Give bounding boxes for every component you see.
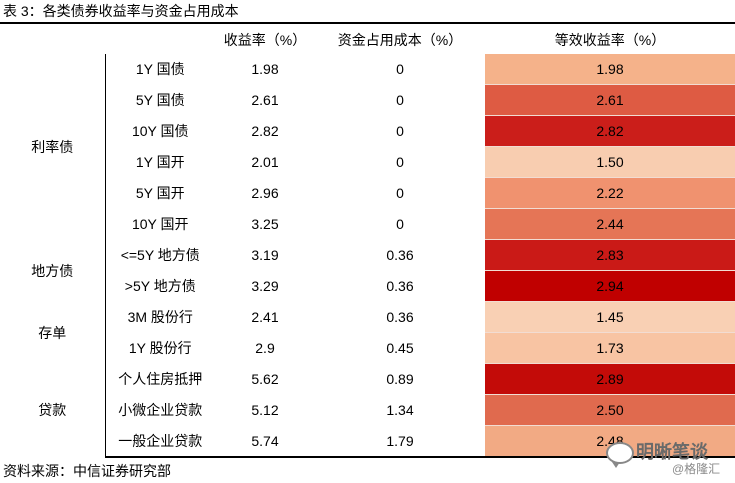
header-equiv: 等效收益率（%） xyxy=(554,32,666,48)
cost-cell: 0 xyxy=(396,123,404,139)
equiv-cell: 1.73 xyxy=(485,332,735,364)
cost-cell: 1.79 xyxy=(315,425,485,458)
category-cell: 地方债 xyxy=(0,239,106,302)
item-cell: 5Y 国开 xyxy=(135,185,185,201)
header-yield: 收益率（%） xyxy=(223,32,307,48)
yield-cell: 2.41 xyxy=(251,309,279,325)
header-cost: 资金占用成本（%） xyxy=(337,32,463,48)
yield-cell: 5.62 xyxy=(251,371,279,387)
yield-cell: 2.61 xyxy=(251,92,279,108)
yield-cell: 5.12 xyxy=(251,402,279,418)
table-row: 5Y 国开 2.96 0 2.22 xyxy=(0,177,735,209)
item-cell: >5Y 地方债 xyxy=(124,278,196,294)
bond-yield-table: 收益率（%） 资金占用成本（%） 等效收益率（%） 利率债 1Y 国债 1.98… xyxy=(0,26,735,458)
yield-cell: 3.19 xyxy=(251,247,279,263)
item-cell: 一般企业贷款 xyxy=(105,425,215,458)
equiv-cell: 1.50 xyxy=(485,146,735,178)
watermark-name: 明晰笔谈 xyxy=(636,442,708,462)
category-cell: 利率债 xyxy=(0,54,106,240)
item-cell: 5Y 国债 xyxy=(135,92,185,108)
item-cell: 1Y 国开 xyxy=(135,154,185,170)
table-row: 10Y 国开 3.25 0 2.44 xyxy=(0,208,735,240)
table-row: 地方债 <=5Y 地方债 3.19 0.36 2.83 xyxy=(0,239,735,302)
cost-cell: 0.36 xyxy=(386,247,414,263)
equiv-cell: 2.50 xyxy=(485,394,735,426)
cost-cell: 0.36 xyxy=(386,309,414,325)
equiv-cell: 2.94 xyxy=(485,270,735,302)
yield-cell: 2.82 xyxy=(251,123,279,139)
watermark-handle: @格隆汇 xyxy=(672,462,721,476)
cost-cell: 0 xyxy=(396,216,404,232)
yield-cell: 5.74 xyxy=(215,425,315,458)
cost-cell: 0.89 xyxy=(386,371,414,387)
equiv-cell: 2.82 xyxy=(485,115,735,147)
cost-cell: 0 xyxy=(396,154,404,170)
category-cell: 贷款 xyxy=(0,363,106,457)
table-row: 小微企业贷款 5.12 1.34 2.50 xyxy=(0,394,735,426)
header-item xyxy=(105,26,215,54)
yield-cell: 2.01 xyxy=(251,154,279,170)
cost-cell: 1.34 xyxy=(386,402,414,418)
yield-cell: 2.9 xyxy=(255,340,275,356)
item-cell: 3M 股份行 xyxy=(127,309,193,325)
item-cell: 10Y 国开 xyxy=(131,216,189,232)
table-title: 表 3：各类债券收益率与资金占用成本 xyxy=(3,3,239,19)
cost-cell: 0 xyxy=(396,92,404,108)
category-cell: 存单 xyxy=(0,301,106,364)
source-note: 资料来源：中信证券研究部 xyxy=(3,463,171,479)
table-row: >5Y 地方债 3.29 0.36 2.94 xyxy=(0,270,735,302)
equiv-cell: 2.83 xyxy=(485,239,735,271)
item-cell: <=5Y 地方债 xyxy=(120,247,200,263)
equiv-cell: 2.44 xyxy=(485,208,735,240)
equiv-cell: 2.61 xyxy=(485,84,735,116)
wechat-icon xyxy=(606,442,634,468)
equiv-cell: 2.89 xyxy=(485,363,735,395)
item-cell: 1Y 国债 xyxy=(135,61,185,78)
yield-cell: 3.25 xyxy=(251,216,279,232)
yield-cell: 2.96 xyxy=(251,185,279,201)
equiv-cell: 1.98 xyxy=(485,54,735,85)
item-cell: 10Y 国债 xyxy=(131,123,189,139)
item-cell: 个人住房抵押 xyxy=(118,371,203,387)
table-row: 利率债 1Y 国债 1.98 0 1.98 xyxy=(0,54,735,240)
table-row: 5Y 国债 2.61 0 2.61 xyxy=(0,84,735,116)
top-rule xyxy=(0,22,735,24)
table-row: 1Y 股份行 2.9 0.45 1.73 xyxy=(0,332,735,364)
yield-cell: 1.98 xyxy=(251,61,279,78)
cost-cell: 0.36 xyxy=(386,278,414,294)
yield-cell: 3.29 xyxy=(251,278,279,294)
cost-cell: 0 xyxy=(396,185,404,201)
equiv-cell: 1.45 xyxy=(485,301,735,333)
item-cell: 小微企业贷款 xyxy=(118,402,203,418)
table-row: 1Y 国开 2.01 0 1.50 xyxy=(0,146,735,178)
table-row: 存单 3M 股份行 2.41 0.36 1.45 xyxy=(0,301,735,364)
item-cell: 1Y 股份行 xyxy=(128,340,192,356)
equiv-cell: 2.22 xyxy=(485,177,735,209)
watermark: 明晰笔谈 @格隆汇 xyxy=(602,438,730,478)
table-row: 10Y 国债 2.82 0 2.82 xyxy=(0,115,735,147)
header-category xyxy=(0,26,105,54)
cost-cell: 0 xyxy=(396,61,404,78)
table-row: 贷款 个人住房抵押 5.62 0.89 2.89 xyxy=(0,363,735,457)
header-row: 收益率（%） 资金占用成本（%） 等效收益率（%） xyxy=(0,26,735,54)
cost-cell: 0.45 xyxy=(386,340,414,356)
